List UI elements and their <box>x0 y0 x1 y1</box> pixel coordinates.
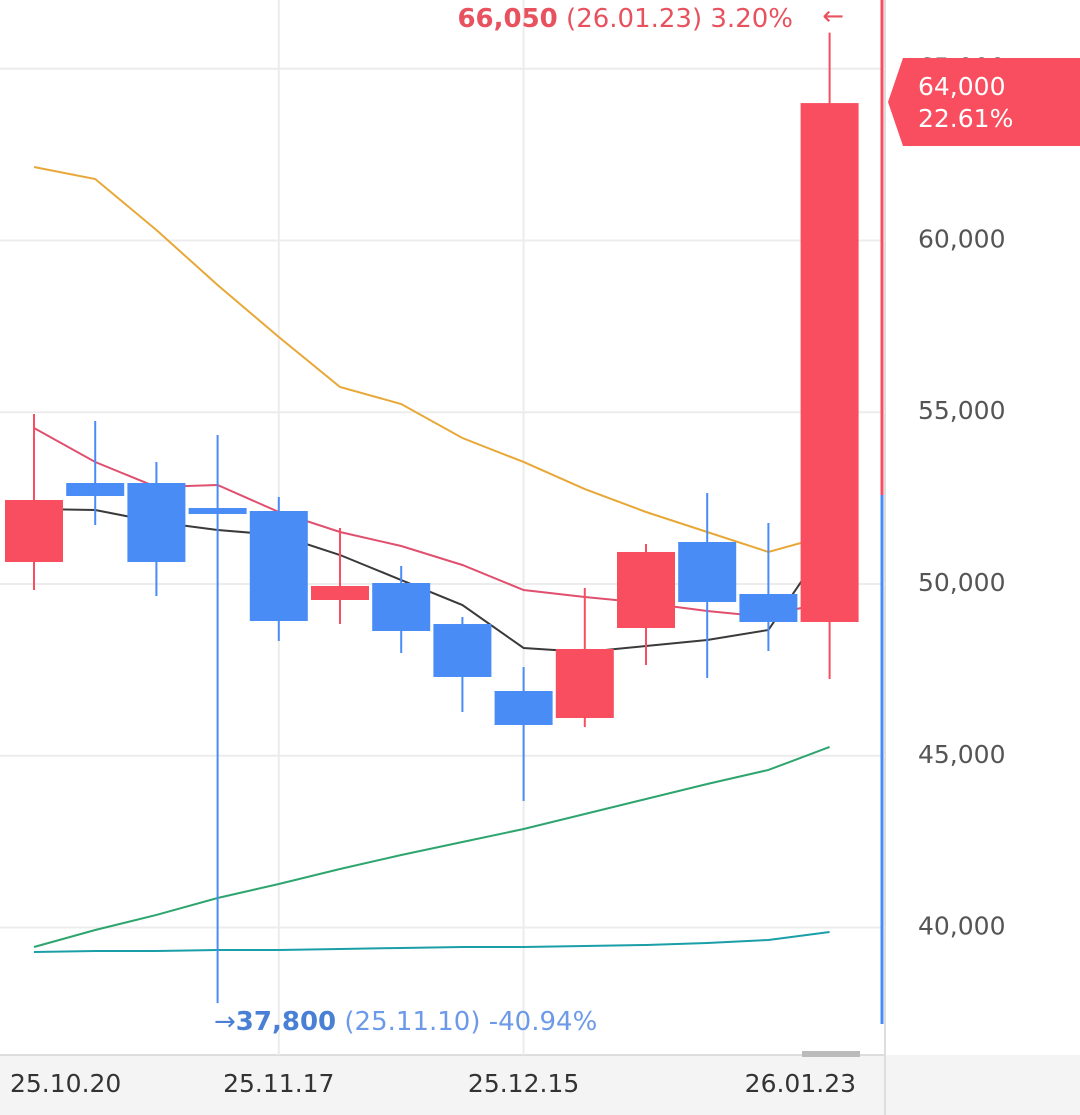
price-tag: 64,000 22.61% <box>888 58 1080 146</box>
y-tick-label: 45,000 <box>918 740 1005 769</box>
candle-body <box>127 483 186 563</box>
candle-body <box>249 511 308 621</box>
high-annotation: 66,050 (26.01.23) 3.20% <box>457 4 793 34</box>
candle-body <box>5 500 63 563</box>
candle-body <box>433 624 492 677</box>
candle-body <box>494 691 553 726</box>
x-tick-label: 25.12.15 <box>468 1069 579 1098</box>
y-tick-label: 60,000 <box>918 224 1005 253</box>
x-tick-label: 25.11.17 <box>223 1069 334 1098</box>
moving-average <box>33 746 830 948</box>
candle-body <box>739 593 798 622</box>
candle-body <box>372 583 431 631</box>
scrollbar[interactable] <box>802 1051 860 1057</box>
plot <box>5 32 859 1004</box>
x-axis-band <box>0 1055 1080 1115</box>
price-tag-price: 64,000 <box>918 72 1005 101</box>
moving-average <box>33 166 830 554</box>
moving-average <box>33 930 830 953</box>
low-annotation: →37,800 (25.11.10) -40.94% <box>214 1007 597 1037</box>
price-tag-change: 22.61% <box>918 104 1013 133</box>
high-arrow: ← <box>822 2 844 32</box>
candle-body <box>188 508 247 514</box>
candle-body <box>617 551 675 629</box>
high-date: (26.01.23) <box>566 4 702 34</box>
x-tick-label: 26.01.23 <box>745 1069 856 1098</box>
y-tick-label: 40,000 <box>918 912 1005 941</box>
low-arrow: → <box>214 1007 236 1037</box>
high-change: 3.20% <box>710 4 793 34</box>
candle-body <box>678 541 737 602</box>
candle-body <box>800 103 859 622</box>
x-tick-label: 25.10.20 <box>10 1069 121 1098</box>
price-tag-shape <box>888 58 1080 146</box>
candle-body <box>311 585 369 601</box>
low-date: (25.11.10) <box>344 1007 480 1037</box>
candle-body <box>66 483 125 496</box>
grid <box>0 0 885 1055</box>
y-tick-label: 55,000 <box>918 396 1005 425</box>
low-change: -40.94% <box>489 1007 598 1037</box>
y-tick-label: 50,000 <box>918 568 1005 597</box>
high-value: 66,050 <box>457 4 557 34</box>
candle-body <box>555 648 614 718</box>
low-value: 37,800 <box>236 1007 336 1037</box>
